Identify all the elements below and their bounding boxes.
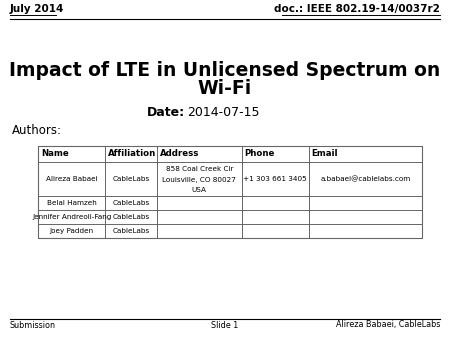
Text: Joey Padden: Joey Padden: [50, 228, 94, 234]
Text: Louisville, CO 80027: Louisville, CO 80027: [162, 176, 236, 183]
Text: Jennifer Andreoli-Fang: Jennifer Andreoli-Fang: [32, 214, 111, 220]
Text: July 2014: July 2014: [10, 4, 64, 14]
Text: Name: Name: [41, 149, 69, 159]
Bar: [38, 146, 422, 162]
Text: Address: Address: [160, 149, 199, 159]
Text: Belal Hamzeh: Belal Hamzeh: [47, 200, 96, 206]
Text: CableLabs: CableLabs: [112, 228, 150, 234]
Text: Submission: Submission: [10, 320, 56, 330]
Text: doc.: IEEE 802.19-14/0037r2: doc.: IEEE 802.19-14/0037r2: [274, 4, 440, 14]
Text: 2014-07-15: 2014-07-15: [187, 105, 260, 119]
Text: Authors:: Authors:: [12, 124, 62, 138]
Text: Wi-Fi: Wi-Fi: [198, 79, 252, 98]
Text: Slide 1: Slide 1: [212, 320, 239, 330]
Bar: [38, 146, 422, 238]
Text: Alireza Babaei: Alireza Babaei: [46, 176, 97, 182]
Text: Alireza Babaei, CableLabs: Alireza Babaei, CableLabs: [336, 320, 440, 330]
Text: Impact of LTE in Unlicensed Spectrum on: Impact of LTE in Unlicensed Spectrum on: [9, 61, 441, 79]
Text: CableLabs: CableLabs: [112, 176, 150, 182]
Text: Date:: Date:: [147, 105, 185, 119]
Text: USA: USA: [192, 187, 207, 193]
Text: CableLabs: CableLabs: [112, 200, 150, 206]
Text: a.babaei@cablelabs.com: a.babaei@cablelabs.com: [320, 176, 410, 182]
Text: Affiliation: Affiliation: [108, 149, 157, 159]
Text: CableLabs: CableLabs: [112, 214, 150, 220]
Text: Email: Email: [312, 149, 338, 159]
Text: +1 303 661 3405: +1 303 661 3405: [243, 176, 307, 182]
Text: Phone: Phone: [244, 149, 275, 159]
Text: 858 Coal Creek Cir: 858 Coal Creek Cir: [166, 166, 233, 172]
